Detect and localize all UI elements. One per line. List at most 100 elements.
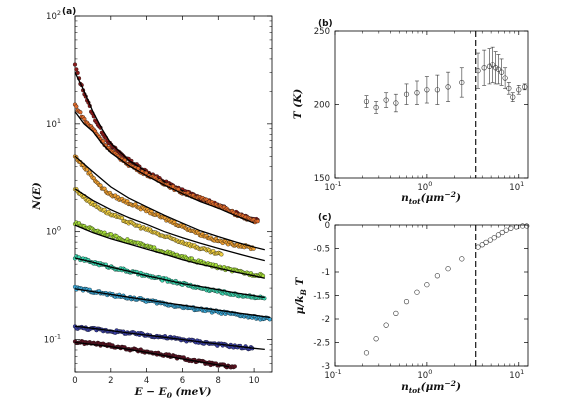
panel-c-xlabel: ntot(μm−2) bbox=[401, 379, 461, 395]
panel-c-data-point bbox=[383, 322, 389, 328]
panel-a-y-tick-label: 100 bbox=[46, 225, 61, 238]
panel-a-ylabel: N(E) bbox=[31, 182, 43, 211]
panel-a-x-tick-label: 6 bbox=[180, 376, 185, 386]
panel-a-x-tick-label: 2 bbox=[108, 376, 113, 386]
panel-a-fit-line bbox=[74, 325, 265, 351]
panel-b-data-point bbox=[506, 85, 512, 91]
panel-b-data-point bbox=[373, 104, 379, 111]
panel-b-ylabel: T (K) bbox=[292, 89, 304, 120]
panel-c-data-point bbox=[491, 235, 497, 241]
panel-a-fit-line bbox=[74, 288, 271, 319]
panel-c-y-tick-label: -3 bbox=[322, 362, 330, 372]
panel-b-data-point bbox=[363, 98, 370, 105]
panel-b-data-point bbox=[393, 100, 399, 106]
panel-a-data-point bbox=[74, 104, 79, 109]
panel-c-ylabel: μ/kB T bbox=[294, 277, 308, 315]
panel-b-data-point bbox=[475, 68, 481, 74]
panel-c-x-tick-label: 100 bbox=[417, 368, 432, 381]
panel-a-data-point bbox=[255, 219, 260, 224]
panel-b-data-point bbox=[414, 90, 420, 96]
panel-c-data-point bbox=[495, 232, 501, 238]
panel-b-data-point bbox=[486, 63, 493, 69]
panel-a-series bbox=[72, 220, 266, 279]
panel-a-data-point bbox=[232, 364, 237, 369]
panel-a-fit-line bbox=[74, 111, 255, 224]
panel-b-data-point bbox=[516, 87, 522, 93]
panel-c-data-point bbox=[414, 289, 420, 295]
panel-c-data-point bbox=[434, 273, 440, 279]
panel-c-data-point bbox=[475, 244, 481, 250]
panel-c-x-tick-label: 10-1 bbox=[324, 368, 341, 381]
panel-a-y-tick-label: 101 bbox=[46, 117, 61, 130]
panel-a-xlabel-full: E − E0 (meV) bbox=[134, 386, 212, 400]
panel-a-y-tick-label: 102 bbox=[46, 9, 61, 22]
panel-c-data-point bbox=[487, 237, 493, 243]
panel-b-y-tick-label: 250 bbox=[314, 27, 330, 37]
panel-c-y-tick-label: 0 bbox=[325, 221, 330, 231]
panel-a-x-tick-label: 10 bbox=[249, 376, 260, 386]
panel-c-y-tick-label: -1.5 bbox=[313, 292, 330, 302]
panel-a-series bbox=[72, 254, 267, 301]
panel-a-fit-line bbox=[74, 155, 265, 251]
panel-a-x-tick-label: 4 bbox=[144, 376, 149, 386]
panel-a-fit-line bbox=[74, 188, 265, 262]
panel-a-series bbox=[72, 284, 272, 322]
panel-c-data-point bbox=[363, 350, 370, 356]
panel-a-fit-line bbox=[74, 224, 265, 279]
panel-a-data-point bbox=[78, 110, 83, 115]
panel-c-frame bbox=[334, 224, 529, 367]
panel-c-data-point bbox=[513, 224, 519, 230]
panel-b-data-point bbox=[424, 87, 430, 93]
panel-a-data-point bbox=[72, 62, 78, 67]
panel-a-series bbox=[72, 324, 265, 352]
panel-b-data-point bbox=[383, 97, 389, 103]
panel-b-x-tick-label: 101 bbox=[509, 180, 524, 193]
panel-c-data-point bbox=[373, 336, 379, 342]
panel-c-data-point bbox=[479, 242, 485, 248]
panel-c-data-point bbox=[499, 229, 505, 236]
panel-b-data-point bbox=[403, 91, 410, 97]
panel-b-data-point bbox=[495, 66, 501, 72]
panel-b-label: (b) bbox=[318, 19, 333, 29]
panel-c-y-tick-label: -2.5 bbox=[313, 339, 330, 349]
panel-c-data-point bbox=[524, 223, 530, 229]
panel-a-y-tick-label: 10-1 bbox=[44, 333, 61, 346]
panel-b-data-point bbox=[493, 65, 499, 71]
panel-a-data-point bbox=[74, 67, 79, 72]
panel-b-xlabel: ntot(μm−2) bbox=[401, 190, 461, 206]
panel-c-y-tick-label: -0.5 bbox=[313, 245, 330, 255]
panel-a-series bbox=[72, 102, 260, 225]
panel-c-data-point bbox=[508, 225, 514, 231]
panel-b-data-point bbox=[445, 84, 451, 90]
panel-a-fit-line bbox=[74, 72, 255, 222]
panel-a-series bbox=[72, 187, 265, 262]
panel-b-data-point bbox=[498, 69, 505, 75]
panel-c-data-point bbox=[424, 282, 430, 288]
panel-a-series bbox=[72, 154, 265, 252]
panel-a-data-point bbox=[85, 167, 90, 172]
panel-b-data-point bbox=[459, 79, 465, 86]
panel-b-data-point bbox=[502, 75, 508, 81]
panel-b-x-tick-label: 100 bbox=[417, 180, 432, 193]
panel-c-label: (c) bbox=[318, 213, 332, 223]
panel-c-data-point bbox=[459, 256, 465, 262]
panel-b-y-tick-label: 200 bbox=[314, 101, 330, 111]
panel-b-data-point bbox=[510, 94, 516, 100]
panel-a-x-tick-label: 0 bbox=[72, 376, 77, 386]
panel-a-label: (a) bbox=[62, 7, 76, 17]
panel-a-data-point bbox=[219, 252, 224, 257]
panel-c-y-tick-label: -2 bbox=[322, 315, 330, 325]
panel-c-data-point bbox=[403, 299, 410, 305]
panel-a-fit-line bbox=[74, 257, 265, 299]
panel-b-x-tick-label: 10-1 bbox=[324, 180, 341, 193]
panel-a-data-point bbox=[101, 139, 106, 144]
panel-c-x-tick-label: 101 bbox=[509, 368, 524, 381]
panel-b-data-point bbox=[490, 62, 496, 68]
panel-c-data-point bbox=[519, 223, 526, 229]
panel-c-data-point bbox=[393, 310, 399, 316]
panel-b-y-tick-label: 150 bbox=[314, 174, 330, 184]
panel-a-frame bbox=[74, 15, 273, 373]
panel-b-data-point bbox=[522, 84, 528, 90]
panel-a-fit-line bbox=[74, 341, 230, 368]
